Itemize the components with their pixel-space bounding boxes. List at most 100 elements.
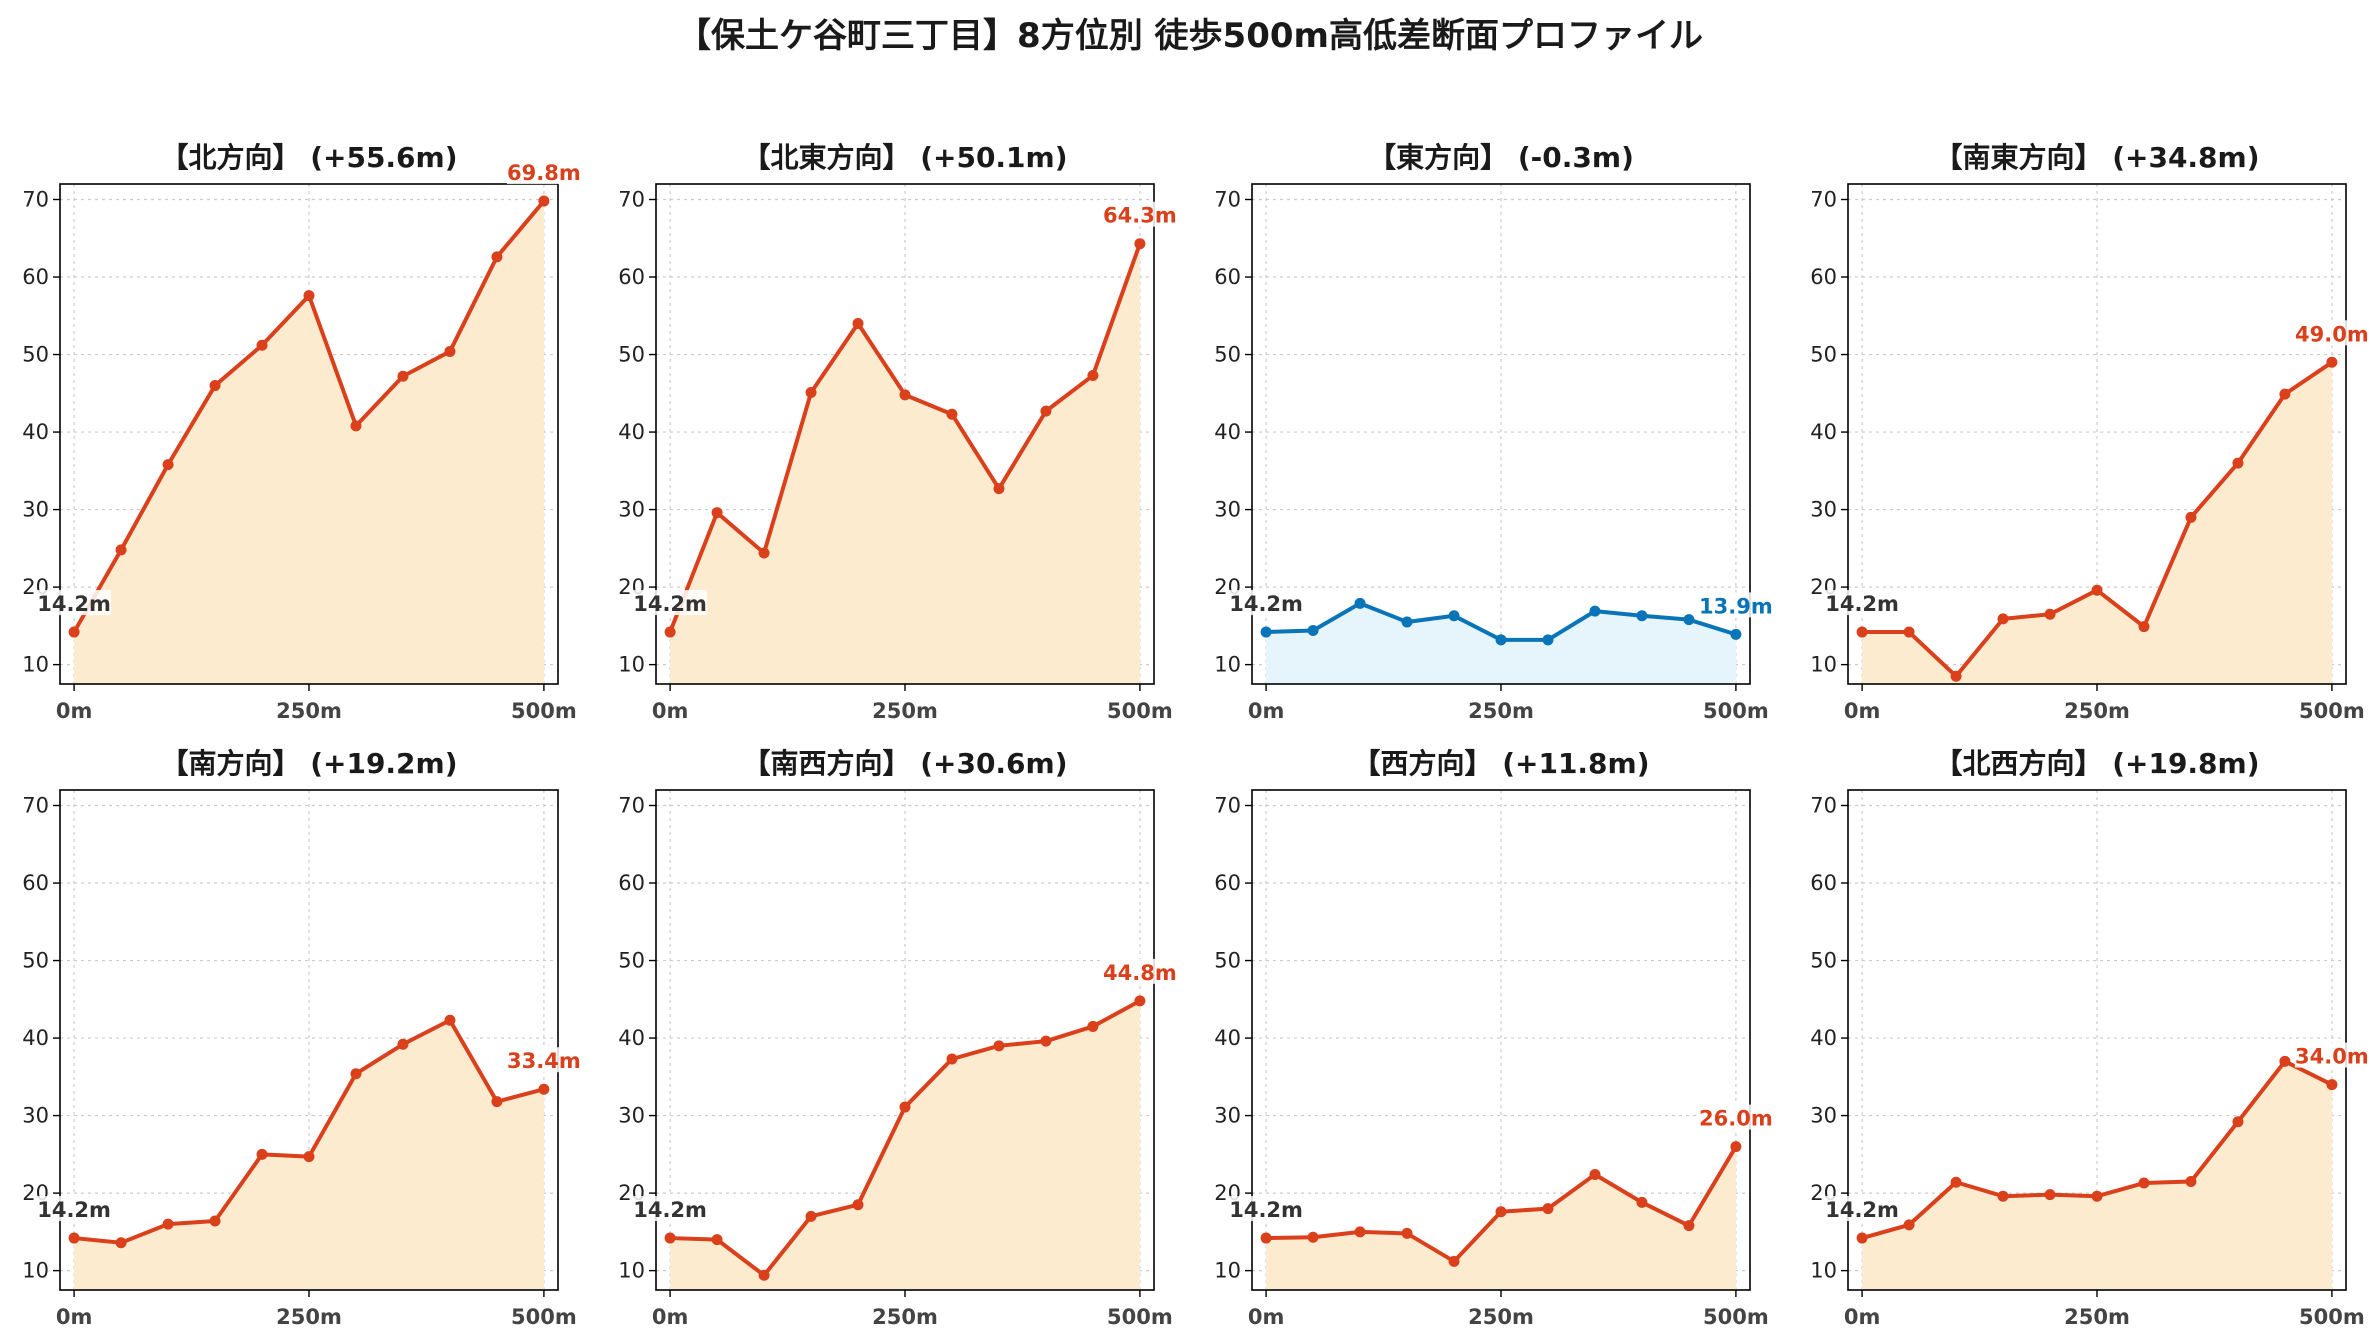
y-tick-label: 40: [618, 1026, 645, 1050]
elevation-point: [68, 1232, 80, 1244]
end-label-bg: [1698, 1104, 1773, 1130]
elevation-point: [1589, 605, 1601, 617]
elevation-point: [1401, 1227, 1413, 1239]
elevation-point: [1260, 1232, 1272, 1244]
elevation-area: [74, 1020, 544, 1290]
elevation-point: [491, 251, 503, 263]
elevation-point: [2326, 356, 2338, 368]
elevation-point: [2279, 1055, 2291, 1067]
y-tick-label: 60: [1214, 871, 1241, 895]
start-label-bg: [1825, 590, 1900, 616]
elevation-point: [2138, 1177, 2150, 1189]
start-elevation-label: 14.2m: [37, 592, 111, 616]
elevation-point: [1495, 1206, 1507, 1218]
elevation-area: [1862, 1061, 2332, 1290]
elevation-point: [1040, 1035, 1052, 1047]
y-tick-label: 40: [22, 420, 49, 444]
y-tick-label: 50: [1810, 343, 1837, 367]
start-elevation-label: 14.2m: [1229, 1198, 1303, 1222]
start-elevation-label: 14.2m: [1825, 592, 1899, 616]
elevation-point: [209, 380, 221, 392]
elevation-point: [1950, 1176, 1962, 1188]
x-tick-label: 250m: [2064, 699, 2130, 723]
elevation-point: [2279, 388, 2291, 400]
elevation-point: [256, 339, 268, 351]
x-tick-label: 0m: [1248, 699, 1285, 723]
x-tick-label: 250m: [2064, 1305, 2130, 1329]
elevation-area: [1862, 362, 2332, 684]
elevation-point: [1903, 1219, 1915, 1231]
elevation-point: [1087, 369, 1099, 381]
y-tick-label: 50: [618, 949, 645, 973]
elevation-area: [670, 1000, 1140, 1290]
start-elevation-label: 14.2m: [633, 592, 707, 616]
axes-frame: [1251, 183, 1751, 685]
y-tick-label: 60: [1214, 265, 1241, 289]
y-tick-label: 10: [1214, 1259, 1241, 1283]
x-tick-label: 0m: [1844, 699, 1881, 723]
elevation-point: [1307, 625, 1319, 637]
y-tick-label: 30: [1810, 498, 1837, 522]
elevation-point: [1997, 613, 2009, 625]
elevation-area: [670, 243, 1140, 684]
start-elevation-label: 14.2m: [1229, 592, 1303, 616]
elevation-point: [852, 318, 864, 330]
y-tick-label: 40: [1810, 1026, 1837, 1050]
elevation-area: [1266, 1146, 1736, 1290]
end-elevation-label: 26.0m: [1699, 1107, 1773, 1131]
y-tick-label: 40: [1810, 420, 1837, 444]
elevation-point: [1448, 1255, 1460, 1267]
y-tick-label: 50: [22, 343, 49, 367]
elevation-point: [1730, 628, 1742, 640]
subplot-title: 【北方向】 (+55.6m): [160, 141, 457, 174]
y-tick-label: 60: [22, 265, 49, 289]
start-label-bg: [37, 590, 112, 616]
elevation-point: [711, 1234, 723, 1246]
start-label-bg: [1229, 590, 1304, 616]
elevation-point: [350, 1068, 362, 1080]
x-tick-label: 500m: [1107, 699, 1173, 723]
end-label-bg: [2294, 320, 2369, 346]
elevation-point: [2185, 511, 2197, 523]
y-tick-label: 40: [22, 1026, 49, 1050]
y-tick-label: 60: [618, 265, 645, 289]
elevation-point: [1950, 670, 1962, 682]
elevation-point: [2044, 608, 2056, 620]
elevation-point: [2185, 1175, 2197, 1187]
y-tick-label: 10: [22, 653, 49, 677]
end-label-bg: [506, 1047, 581, 1073]
y-tick-label: 30: [1214, 498, 1241, 522]
elevation-point: [946, 1053, 958, 1065]
end-label-bg: [1698, 592, 1773, 618]
end-label-bg: [506, 159, 581, 185]
y-tick-label: 40: [1214, 420, 1241, 444]
elevation-point: [1448, 610, 1460, 622]
elevation-point: [1040, 405, 1052, 417]
x-tick-label: 0m: [1844, 1305, 1881, 1329]
x-tick-label: 500m: [2299, 699, 2365, 723]
x-tick-label: 250m: [1468, 1305, 1534, 1329]
elevation-point: [2326, 1079, 2338, 1091]
subplot-title: 【南方向】 (+19.2m): [160, 747, 457, 780]
x-tick-label: 250m: [276, 699, 342, 723]
y-tick-label: 50: [618, 343, 645, 367]
x-tick-label: 0m: [652, 699, 689, 723]
subplot-title: 【北東方向】 (+50.1m): [742, 141, 1067, 174]
elevation-point: [1903, 626, 1915, 638]
end-elevation-label: 33.4m: [507, 1049, 581, 1073]
elevation-point: [1307, 1231, 1319, 1243]
elevation-point: [1542, 634, 1554, 646]
elevation-point: [899, 1101, 911, 1113]
end-elevation-label: 34.0m: [2295, 1045, 2369, 1069]
elevation-point: [303, 1151, 315, 1163]
elevation-point: [852, 1199, 864, 1211]
end-elevation-label: 69.8m: [507, 161, 581, 185]
x-tick-label: 0m: [56, 1305, 93, 1329]
subplot-title: 【北西方向】 (+19.8m): [1934, 747, 2259, 780]
x-tick-label: 0m: [56, 699, 93, 723]
elevation-point: [350, 420, 362, 432]
end-elevation-label: 44.8m: [1103, 961, 1177, 985]
elevation-point: [538, 1083, 550, 1095]
elevation-point: [1542, 1203, 1554, 1215]
